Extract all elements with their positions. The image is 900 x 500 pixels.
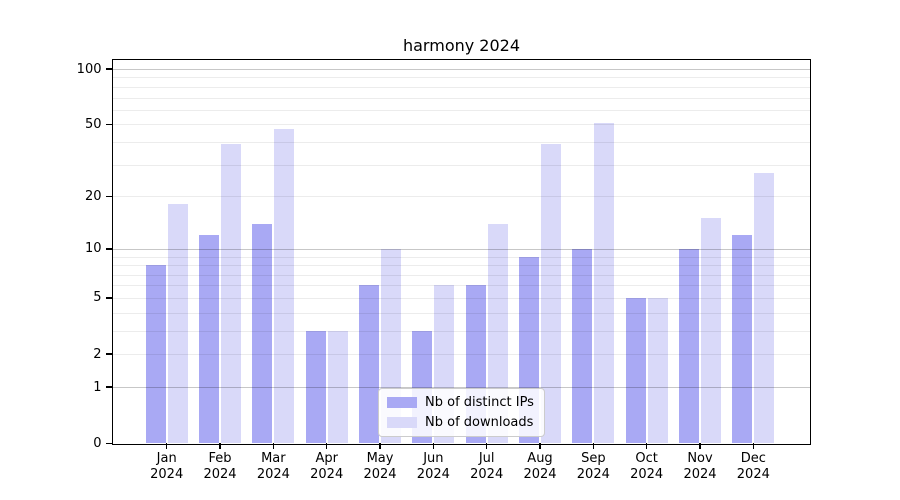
x-tick-feb	[219, 443, 221, 450]
bar-downloads-nov	[701, 218, 721, 444]
x-tick-dec	[752, 443, 755, 450]
bar-distinct-ips-dec	[732, 235, 753, 444]
y-tick-5	[105, 297, 112, 299]
x-tick-oct	[645, 443, 648, 450]
legend-swatch-distinct-ips	[387, 397, 417, 408]
legend-swatch-downloads	[387, 417, 417, 428]
gridline-y-100	[112, 69, 811, 70]
x-tick-label-aug: Aug 2024	[523, 451, 557, 483]
gridline-y-1	[112, 387, 811, 389]
y-tick-0	[105, 442, 112, 444]
bar-distinct-ips-feb	[199, 235, 220, 444]
gridline-y-80	[112, 86, 811, 88]
bar-downloads-mar	[274, 129, 295, 444]
x-tick-jun	[432, 443, 435, 450]
legend-item-distinct-ips: Nb of distinct IPs	[387, 395, 544, 410]
x-tick-label-oct: Oct 2024	[630, 451, 664, 483]
x-tick-label-jul: Jul 2024	[470, 451, 504, 483]
y-tick-2	[105, 353, 112, 355]
x-tick-jan	[166, 443, 168, 450]
bar-distinct-ips-may	[359, 285, 380, 444]
gridline-y-20	[112, 196, 811, 198]
x-tick-label-may: May 2024	[363, 451, 397, 483]
y-tick-label-20: 20	[84, 188, 102, 204]
y-tick-label-10: 10	[84, 241, 102, 257]
gridline-y-9	[112, 256, 811, 258]
x-tick-may	[379, 443, 381, 450]
gridline-y-8	[112, 265, 811, 267]
bar-downloads-apr	[327, 330, 348, 444]
x-tick-label-sep: Sep 2024	[576, 451, 610, 483]
gridline-y-30	[112, 164, 811, 166]
x-tick-label-feb: Feb 2024	[203, 451, 237, 483]
gridline-y-5	[112, 297, 811, 299]
chart-title: harmony 2024	[402, 36, 521, 55]
gridline-y-6	[112, 285, 811, 287]
y-tick-label-2: 2	[93, 346, 102, 362]
x-tick-label-jun: Jun 2024	[416, 451, 450, 483]
gridline-y-3	[112, 330, 811, 332]
x-tick-jul	[485, 443, 488, 450]
legend-label-downloads: Nb of downloads	[425, 415, 534, 430]
x-tick-label-nov: Nov 2024	[683, 451, 717, 483]
bar-downloads-sep	[594, 122, 615, 444]
gridline-y-60	[112, 109, 811, 111]
bar-distinct-ips-apr	[305, 330, 326, 444]
gridline-y-4	[112, 312, 811, 314]
bar-distinct-ips-sep	[572, 248, 593, 444]
bar-downloads-dec	[754, 173, 775, 444]
gridline-y-7	[112, 274, 811, 276]
x-tick-sep	[592, 443, 595, 450]
x-tick-nov	[699, 443, 701, 450]
x-tick-label-apr: Apr 2024	[310, 451, 344, 483]
gridline-y-2	[112, 354, 811, 356]
y-tick-20	[105, 195, 112, 198]
y-tick-10	[105, 248, 112, 250]
x-tick-label-mar: Mar 2024	[256, 451, 290, 483]
bar-downloads-aug	[541, 144, 561, 444]
gridline-y-70	[112, 97, 811, 99]
bar-distinct-ips-jan	[145, 265, 166, 444]
y-tick-label-0: 0	[93, 435, 102, 451]
y-tick-50	[105, 123, 112, 126]
y-tick-label-50: 50	[84, 116, 102, 132]
gridline-y-10	[112, 248, 811, 250]
x-tick-label-jan: Jan 2024	[150, 451, 184, 483]
y-tick-100	[105, 68, 112, 70]
bar-downloads-oct	[647, 297, 668, 444]
y-tick-label-1: 1	[93, 379, 102, 395]
bar-distinct-ips-mar	[252, 223, 273, 444]
gridline-y-40	[112, 142, 811, 144]
bar-downloads-jan	[167, 204, 188, 444]
y-tick-label-5: 5	[93, 290, 102, 306]
x-tick-label-dec: Dec 2024	[736, 451, 770, 483]
bar-downloads-feb	[221, 144, 242, 444]
gridline-y-50	[112, 124, 811, 126]
legend-label-distinct-ips: Nb of distinct IPs	[425, 395, 534, 410]
x-tick-apr	[325, 443, 328, 450]
y-tick-1	[105, 386, 112, 388]
legend: Nb of distinct IPs Nb of downloads	[378, 388, 545, 437]
legend-item-downloads: Nb of downloads	[387, 415, 544, 430]
bar-distinct-ips-oct	[625, 297, 646, 444]
gridline-y-90	[112, 77, 811, 79]
x-tick-mar	[272, 443, 275, 450]
bar-distinct-ips-nov	[679, 248, 699, 444]
x-tick-aug	[539, 443, 541, 450]
y-tick-label-100: 100	[76, 61, 102, 77]
